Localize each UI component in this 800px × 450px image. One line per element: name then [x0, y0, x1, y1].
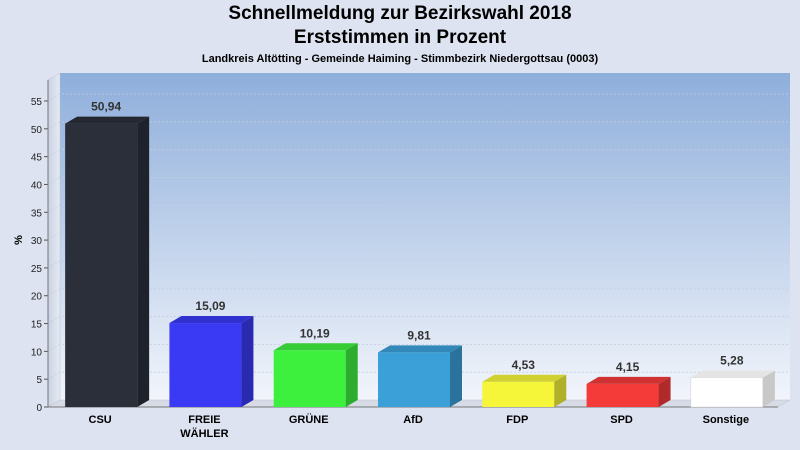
chart-title-line2: Erststimmen in Prozent: [293, 27, 507, 48]
data-label: 15,09: [195, 299, 225, 313]
bar-front: [586, 383, 659, 407]
y-tick-label: 50: [31, 125, 43, 136]
bar-side: [762, 370, 775, 407]
gridline: [47, 371, 790, 380]
x-tick-label: Sonstige: [703, 414, 749, 426]
bar-front: [378, 352, 450, 407]
x-tick-label: FDP: [506, 414, 528, 426]
gridline: [47, 316, 790, 324]
data-label: 10,19: [300, 326, 330, 340]
gridline: [47, 288, 790, 297]
bar-top: [169, 316, 254, 324]
x-tick-label: FREIE: [188, 414, 220, 426]
y-tick-label: 5: [36, 375, 42, 386]
y-tick-label: 20: [31, 292, 43, 303]
gridline: [47, 121, 790, 130]
x-tick-label: GRÜNE: [289, 413, 329, 426]
y-tick-label: 0: [36, 403, 42, 414]
bar-afd: [378, 345, 462, 407]
gridline: [47, 204, 790, 213]
gridline: [47, 149, 790, 157]
data-label: 50,94: [91, 100, 121, 114]
bar-front: [169, 323, 242, 407]
bar-sonstige: [690, 370, 775, 408]
bar-side: [658, 376, 671, 407]
y-tick-label: 15: [31, 320, 43, 331]
bar-top: [378, 345, 462, 353]
chart-subtitle: Landkreis Altötting - Gemeinde Haiming -…: [201, 53, 599, 65]
bar-front: [65, 123, 138, 407]
bar-side: [554, 374, 567, 407]
y-axis-label: %: [13, 235, 25, 245]
y-tick-label: 35: [31, 208, 43, 219]
bar-top: [586, 376, 671, 384]
bar-top: [690, 370, 775, 378]
bar-side: [137, 116, 150, 407]
x-tick-label: CSU: [89, 414, 112, 426]
x-tick-label: WÄHLER: [180, 427, 228, 440]
chart-title: Schnellmeldung zur Bezirkswahl 2018: [228, 3, 572, 24]
x-tick-label: SPD: [610, 414, 633, 426]
gridline: [47, 177, 790, 185]
y-tick-label: 55: [31, 97, 43, 108]
bar-front: [273, 350, 346, 407]
gridline: [47, 260, 790, 269]
bar-csu: [65, 116, 150, 407]
y-tick-label: 45: [31, 153, 43, 164]
bar-top: [65, 116, 150, 124]
bar-spd: [586, 376, 671, 407]
gridline: [47, 93, 790, 102]
bar-grüne: [273, 343, 358, 407]
gridline: [47, 343, 790, 352]
data-label: 4,53: [512, 358, 536, 372]
bar-front: [482, 381, 555, 407]
bar-fdp: [482, 374, 567, 407]
data-label: 4,15: [616, 360, 640, 374]
bar-freie-wähler: [169, 316, 254, 407]
x-tick-label: AfD: [403, 414, 423, 426]
bar-front: [690, 377, 764, 408]
bar-top: [273, 343, 358, 351]
y-tick-label: 25: [31, 264, 43, 275]
bar-side: [241, 316, 254, 407]
y-tick-label: 10: [31, 347, 43, 358]
bar-side: [345, 343, 358, 407]
plot-side-wall: [47, 72, 61, 408]
bar-top: [482, 374, 567, 382]
y-tick-label: 40: [31, 180, 43, 191]
data-label: 5,28: [720, 354, 744, 368]
bar-side: [450, 345, 462, 407]
data-label: 9,81: [407, 328, 431, 342]
gridline: [47, 232, 790, 241]
y-tick-label: 30: [31, 236, 43, 247]
